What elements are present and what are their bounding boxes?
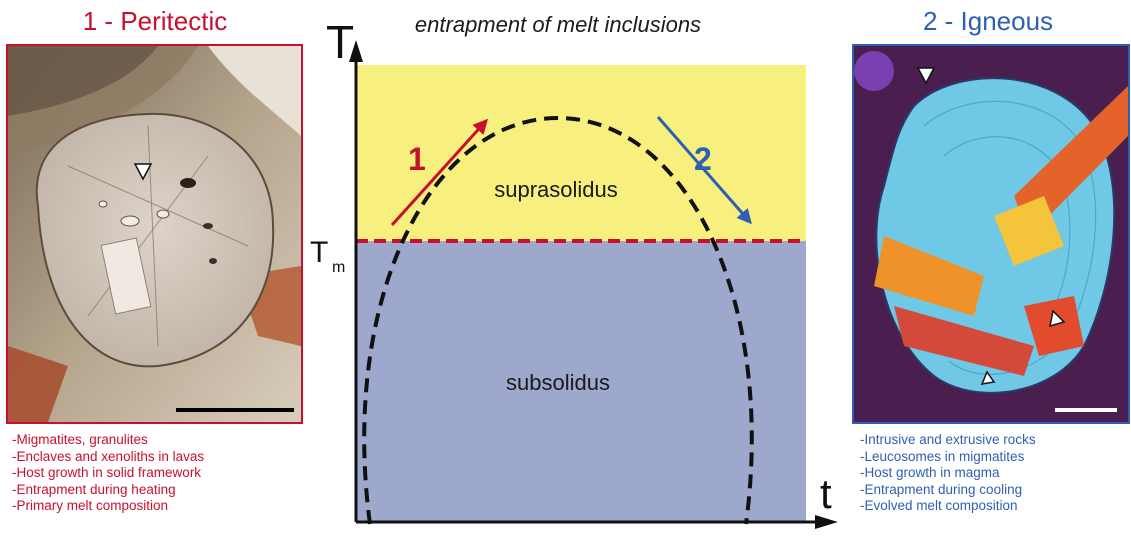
suprasolidus-label: suprasolidus <box>494 177 618 202</box>
peritectic-title: 1 - Peritectic <box>82 6 228 36</box>
y-axis-arrowhead <box>349 40 363 62</box>
path-2-label: 2 <box>694 141 712 177</box>
list-item: -Entrapment during cooling <box>860 481 1023 497</box>
solidus-temperature-subscript: m <box>332 259 345 276</box>
temperature-path-curve <box>362 115 754 525</box>
suprasolidus-field <box>356 65 806 241</box>
list-item: -Enclaves and xenoliths in lavas <box>12 448 205 464</box>
list-item: -Intrusive and extrusive rocks <box>860 432 1036 447</box>
solidus-temperature-label: T <box>310 236 328 269</box>
igneous-characteristics-list: -Intrusive and extrusive rocks -Leucosom… <box>860 432 1036 515</box>
igneous-micrograph <box>852 44 1130 424</box>
heating-arrow <box>390 118 489 227</box>
list-item: -Entrapment during heating <box>12 481 176 497</box>
temperature-time-diagram: entrapment of melt inclusions T t T m su… <box>310 12 838 529</box>
x-axis-label: t <box>820 470 832 517</box>
x-axis-arrowhead <box>815 515 838 529</box>
cooling-arrow <box>656 116 752 225</box>
peritectic-characteristics-list: -Migmatites, granulites -Enclaves and xe… <box>12 432 204 515</box>
list-item: -Evolved melt composition <box>860 498 1018 514</box>
diagram-title: entrapment of melt inclusions <box>415 12 701 37</box>
list-item: -Primary melt composition <box>12 498 169 514</box>
subsolidus-label: subsolidus <box>506 370 610 395</box>
list-item: -Leucosomes in migmatites <box>860 448 1025 464</box>
igneous-title: 2 - Igneous <box>922 6 1054 36</box>
peritectic-micrograph <box>6 44 303 424</box>
path-1-label: 1 <box>408 141 426 177</box>
list-item: -Host growth in solid framework <box>12 465 202 481</box>
list-item: -Host growth in magma <box>860 465 1000 481</box>
list-item: -Migmatites, granulites <box>12 432 148 447</box>
y-axis-label: T <box>326 16 354 68</box>
